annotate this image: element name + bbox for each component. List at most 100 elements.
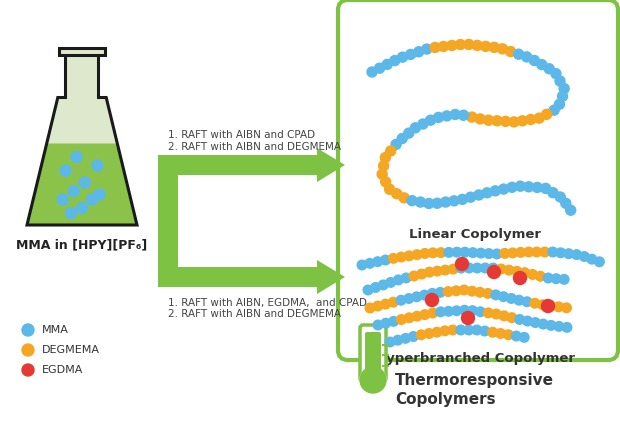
Circle shape xyxy=(480,263,490,273)
Circle shape xyxy=(381,318,391,328)
Text: Hyperbranched Copolymer: Hyperbranched Copolymer xyxy=(375,352,575,365)
Circle shape xyxy=(487,266,500,278)
Circle shape xyxy=(374,63,384,73)
Polygon shape xyxy=(27,143,137,225)
Circle shape xyxy=(425,115,436,125)
Circle shape xyxy=(559,84,569,94)
Circle shape xyxy=(460,248,470,257)
Circle shape xyxy=(447,40,457,51)
Circle shape xyxy=(554,99,564,109)
Circle shape xyxy=(489,263,498,273)
Circle shape xyxy=(580,252,589,261)
Circle shape xyxy=(488,327,497,337)
Circle shape xyxy=(556,192,565,202)
Circle shape xyxy=(492,116,502,126)
Circle shape xyxy=(57,194,68,205)
Circle shape xyxy=(499,311,509,320)
Circle shape xyxy=(536,272,545,281)
Circle shape xyxy=(401,273,411,283)
Circle shape xyxy=(528,270,538,279)
Circle shape xyxy=(475,287,485,297)
Circle shape xyxy=(94,189,105,200)
Circle shape xyxy=(507,294,516,303)
Circle shape xyxy=(532,247,541,257)
Circle shape xyxy=(515,296,524,305)
Text: DEGMEMA: DEGMEMA xyxy=(42,345,100,355)
Circle shape xyxy=(549,105,559,115)
Circle shape xyxy=(409,271,419,281)
Circle shape xyxy=(442,111,452,121)
Text: EGDMA: EGDMA xyxy=(42,365,83,375)
Circle shape xyxy=(467,306,477,315)
Circle shape xyxy=(496,264,506,274)
Circle shape xyxy=(484,308,493,318)
Circle shape xyxy=(484,115,494,125)
Circle shape xyxy=(428,289,437,298)
Circle shape xyxy=(417,330,426,340)
Circle shape xyxy=(409,332,418,341)
Circle shape xyxy=(438,42,448,51)
Circle shape xyxy=(448,264,458,274)
Circle shape xyxy=(390,56,400,66)
Circle shape xyxy=(507,313,516,323)
Circle shape xyxy=(367,67,377,77)
Circle shape xyxy=(380,153,391,163)
Circle shape xyxy=(60,165,71,176)
Circle shape xyxy=(496,329,505,338)
Circle shape xyxy=(432,327,442,337)
Circle shape xyxy=(415,197,425,207)
Circle shape xyxy=(428,248,438,258)
Circle shape xyxy=(587,254,596,264)
Circle shape xyxy=(497,44,508,54)
Circle shape xyxy=(540,247,549,257)
Text: 2. RAFT with AIBN and DEGMEMA: 2. RAFT with AIBN and DEGMEMA xyxy=(168,309,341,319)
Circle shape xyxy=(68,185,79,196)
Circle shape xyxy=(448,325,458,335)
Circle shape xyxy=(498,292,508,302)
Circle shape xyxy=(92,160,103,171)
Circle shape xyxy=(386,146,396,156)
Circle shape xyxy=(451,286,461,296)
Circle shape xyxy=(407,196,417,205)
Circle shape xyxy=(505,46,516,57)
Circle shape xyxy=(378,280,388,290)
Circle shape xyxy=(538,300,547,310)
Circle shape xyxy=(459,285,469,295)
Circle shape xyxy=(480,326,490,336)
Circle shape xyxy=(476,307,485,317)
Circle shape xyxy=(381,255,390,265)
Circle shape xyxy=(513,49,524,59)
Circle shape xyxy=(425,293,438,306)
Circle shape xyxy=(515,314,525,324)
Circle shape xyxy=(565,205,576,215)
Circle shape xyxy=(397,315,406,324)
Circle shape xyxy=(440,326,450,335)
Circle shape xyxy=(472,325,482,335)
Circle shape xyxy=(399,193,409,203)
Circle shape xyxy=(71,151,82,163)
Circle shape xyxy=(548,247,557,257)
Circle shape xyxy=(371,283,381,292)
Circle shape xyxy=(86,194,97,205)
Circle shape xyxy=(360,367,386,393)
Circle shape xyxy=(430,42,440,52)
Circle shape xyxy=(440,265,450,275)
Circle shape xyxy=(433,112,443,122)
Circle shape xyxy=(542,109,552,119)
Circle shape xyxy=(572,250,582,260)
Circle shape xyxy=(79,177,91,188)
Circle shape xyxy=(520,332,529,342)
Circle shape xyxy=(460,305,469,315)
Circle shape xyxy=(480,41,490,51)
Circle shape xyxy=(490,186,500,196)
Circle shape xyxy=(441,197,451,207)
Circle shape xyxy=(404,294,414,303)
Circle shape xyxy=(456,263,466,273)
Circle shape xyxy=(404,128,414,138)
Circle shape xyxy=(365,303,375,313)
Circle shape xyxy=(548,187,558,198)
Circle shape xyxy=(412,292,422,302)
Circle shape xyxy=(530,299,539,308)
Circle shape xyxy=(521,52,532,62)
Circle shape xyxy=(474,190,484,200)
